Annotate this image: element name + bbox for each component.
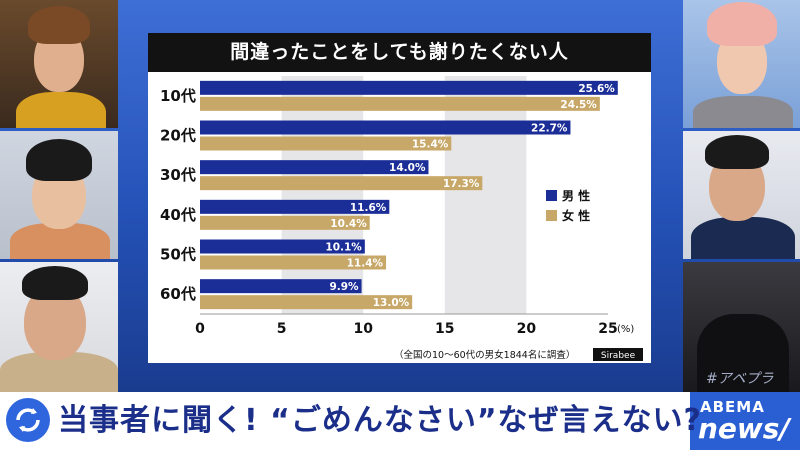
x-tick-label: 15 <box>435 321 454 337</box>
guest-camera-3 <box>0 262 118 392</box>
x-tick-label: 0 <box>195 321 205 337</box>
data-label: 22.7% <box>531 123 568 135</box>
category-label: 40代 <box>160 206 196 224</box>
data-label: 11.6% <box>350 202 387 214</box>
bar-female <box>200 215 370 230</box>
abema-news-logo: ABEMA news/ <box>696 396 796 446</box>
category-label: 10代 <box>160 87 196 105</box>
data-label: 10.1% <box>325 242 362 254</box>
category-label: 60代 <box>160 285 196 303</box>
legend-swatch <box>546 210 557 221</box>
bar-male <box>200 80 618 95</box>
brand-bottom: news/ <box>698 412 790 445</box>
category-label: 50代 <box>160 246 196 264</box>
bar-female <box>200 295 413 310</box>
guest-camera-4 <box>683 0 800 128</box>
bar-male <box>200 160 429 175</box>
bar-male <box>200 239 365 254</box>
data-label: 15.4% <box>412 139 449 151</box>
program-watermark: #アベプラ <box>706 371 774 387</box>
category-label: 20代 <box>160 127 196 145</box>
bar-chart: 10代 25.6% 24.5% 20代 22.7% 15.4% 30代 14.0% 17.3% 4… <box>160 76 643 361</box>
legend-label: 女 性 <box>562 208 590 223</box>
data-label: 13.0% <box>373 297 410 309</box>
data-label: 11.4% <box>347 258 384 270</box>
bar-male <box>200 279 362 294</box>
bar-female <box>200 176 483 191</box>
grid-band <box>281 76 364 314</box>
chart-title: 間違ったことをしても謝りたくない人 <box>148 33 651 72</box>
headline-text: 当事者に聞く! “ごめんなさい”なぜ言えない? <box>58 403 702 438</box>
bar-female <box>200 255 387 270</box>
credit-badge <box>593 348 643 361</box>
bar-male <box>200 120 571 135</box>
data-label: 17.3% <box>443 178 480 190</box>
chart-panel: 間違ったことをしても謝りたくない人 10代 25.6% 24.5% 20代 22.7% 1… <box>148 33 651 363</box>
data-label: 25.6% <box>578 83 615 95</box>
grid-band <box>444 76 527 314</box>
x-tick-label: 25 <box>598 321 617 337</box>
brand-top: ABEMA <box>700 398 765 416</box>
guest-camera-1 <box>0 0 118 128</box>
guest-camera-2 <box>0 131 118 259</box>
x-tick-label: 10 <box>353 321 373 337</box>
bar-female <box>200 136 452 151</box>
bar-male <box>200 199 390 214</box>
credit-label: Sirabee <box>601 351 636 361</box>
category-label: 30代 <box>160 166 196 184</box>
x-tick-label: 5 <box>277 321 287 337</box>
legend-swatch <box>546 190 557 201</box>
guest-camera-6 <box>683 262 800 392</box>
legend-label: 男 性 <box>562 188 590 203</box>
x-unit-label: (%) <box>617 324 634 335</box>
data-label: 10.4% <box>330 218 367 230</box>
data-label: 14.0% <box>389 162 426 174</box>
refresh-icon <box>6 398 50 442</box>
x-tick-label: 20 <box>517 321 537 337</box>
bar-female <box>200 96 600 111</box>
source-note: （全国の10～60代の男女1844名に調査） <box>394 349 575 361</box>
headline-strip <box>0 392 690 450</box>
guest-camera-5 <box>683 131 800 259</box>
data-label: 24.5% <box>560 99 597 111</box>
data-label: 9.9% <box>329 281 359 293</box>
